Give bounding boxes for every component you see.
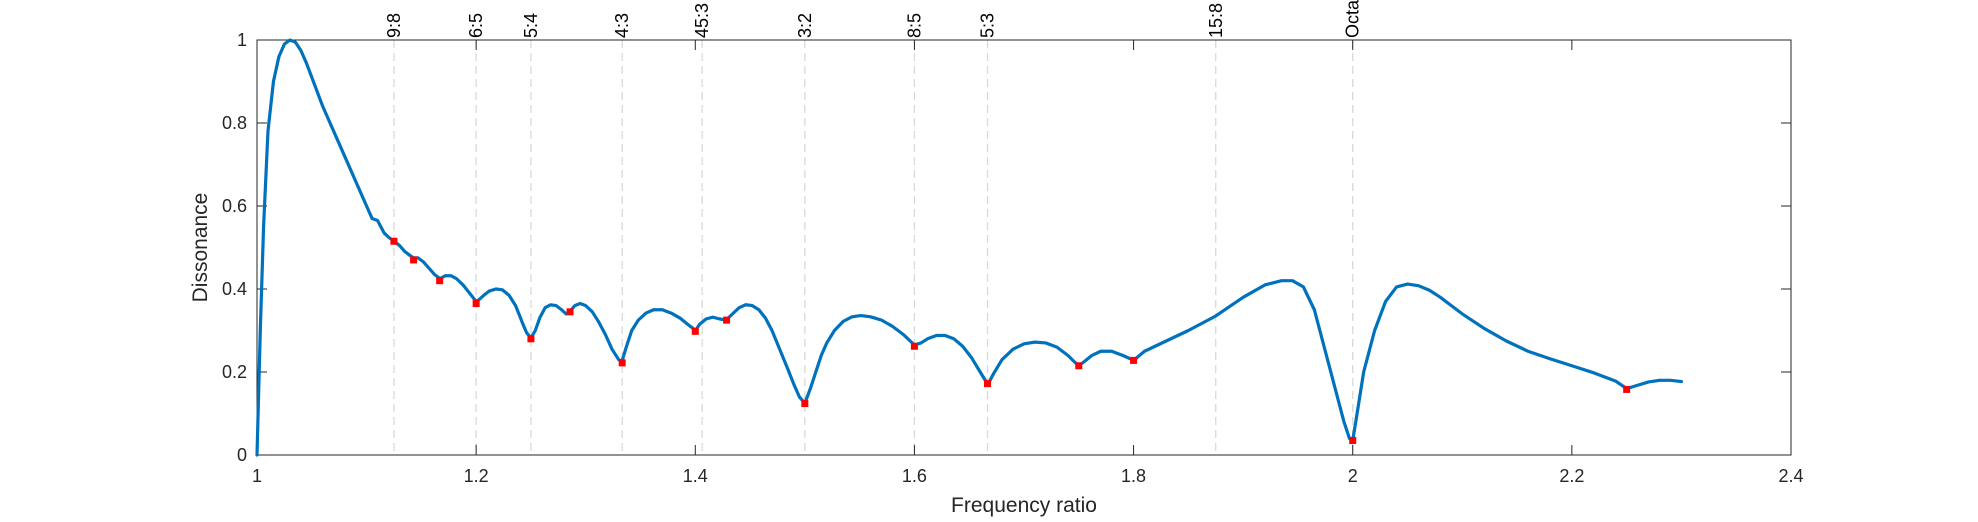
y-tick-label: 1 bbox=[237, 30, 247, 50]
x-tick-label: 2.4 bbox=[1778, 466, 1803, 486]
reference-label: 8:5 bbox=[904, 13, 924, 38]
y-axis-label: Dissonance bbox=[189, 193, 212, 303]
minimum-marker bbox=[472, 300, 480, 308]
reference-lines bbox=[393, 40, 1354, 455]
x-tick-label: 1.6 bbox=[902, 466, 927, 486]
minimum-marker bbox=[1349, 436, 1357, 444]
x-tick-label: 2.2 bbox=[1559, 466, 1584, 486]
minimum-marker bbox=[984, 380, 992, 388]
reference-labels: 9:8 6:5 5:4 4:3 45:3 3:2 8:5 5:3 15:8 Octa bbox=[384, 0, 1363, 38]
reference-label: 45:3 bbox=[692, 3, 712, 38]
dissonance-curve bbox=[255, 38, 1684, 457]
y-tick-label: 0.8 bbox=[222, 113, 247, 133]
minimum-marker bbox=[1623, 385, 1631, 393]
minimum-marker bbox=[436, 277, 444, 285]
minimum-marker bbox=[618, 359, 626, 367]
reference-label: 5:3 bbox=[978, 13, 998, 38]
x-tick-label: 1.8 bbox=[1121, 466, 1146, 486]
y-axis: 0 0.2 0.4 0.6 0.8 1 bbox=[222, 30, 1791, 465]
minimum-marker bbox=[527, 335, 535, 343]
x-tick-label: 2 bbox=[1348, 466, 1358, 486]
minima-markers bbox=[390, 237, 1631, 444]
reference-label: 9:8 bbox=[384, 13, 404, 38]
minimum-marker bbox=[801, 400, 809, 408]
reference-label: 5:4 bbox=[521, 13, 541, 38]
reference-label: 3:2 bbox=[795, 13, 815, 38]
y-tick-label: 0.6 bbox=[222, 196, 247, 216]
y-tick-label: 0.4 bbox=[222, 279, 247, 299]
x-tick-label: 1.2 bbox=[464, 466, 489, 486]
minimum-marker bbox=[910, 342, 918, 350]
reference-label: 15:8 bbox=[1206, 3, 1226, 38]
x-axis-label: Frequency ratio bbox=[951, 494, 1097, 517]
plot-frame bbox=[256, 39, 1792, 456]
reference-label: 4:3 bbox=[612, 13, 632, 38]
y-tick-label: 0.2 bbox=[222, 362, 247, 382]
y-tick-label: 0 bbox=[237, 445, 247, 465]
minimum-marker bbox=[691, 327, 699, 335]
minimum-marker bbox=[1130, 356, 1138, 364]
minimum-marker bbox=[390, 237, 398, 245]
minimum-marker bbox=[723, 316, 731, 324]
minimum-marker bbox=[1075, 362, 1083, 370]
minimum-marker bbox=[566, 308, 574, 316]
reference-label: Octa bbox=[1343, 0, 1363, 38]
reference-label: 6:5 bbox=[466, 13, 486, 38]
minimum-marker bbox=[410, 256, 418, 264]
x-tick-label: 1.4 bbox=[683, 466, 708, 486]
x-axis: 1 1.2 1.4 1.6 1.8 2 2.2 2.4 bbox=[252, 40, 1804, 486]
x-tick-label: 1 bbox=[252, 466, 262, 486]
